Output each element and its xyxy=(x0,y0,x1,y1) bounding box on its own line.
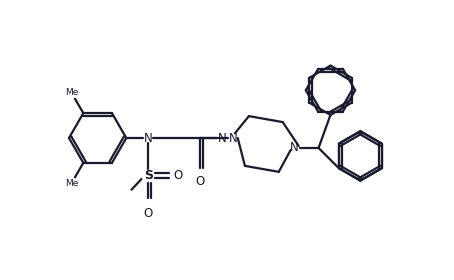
Text: N: N xyxy=(144,132,153,144)
Text: O: O xyxy=(143,207,153,220)
Text: Me: Me xyxy=(64,88,78,97)
Text: O: O xyxy=(174,169,183,182)
Text: N: N xyxy=(290,141,299,155)
Text: S: S xyxy=(144,169,153,182)
Text: N: N xyxy=(217,132,226,144)
Text: O: O xyxy=(195,175,205,188)
Text: Me: Me xyxy=(64,179,78,188)
Text: N: N xyxy=(229,132,237,144)
